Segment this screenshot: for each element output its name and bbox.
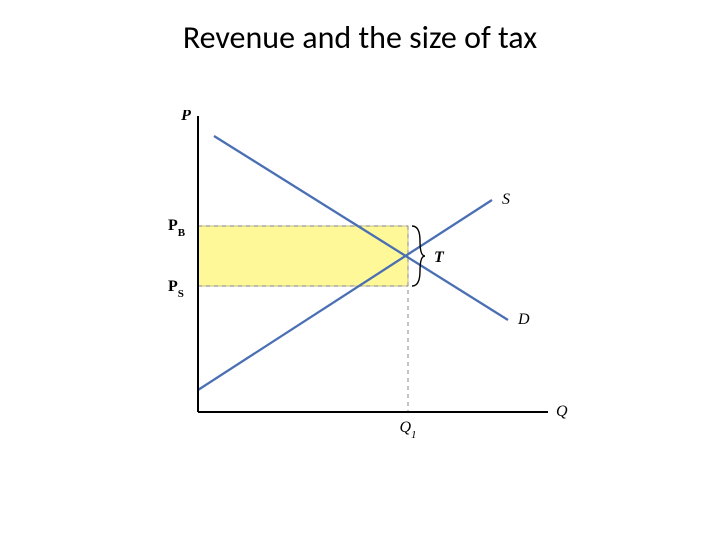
- label-q: Q: [556, 403, 568, 420]
- label-p: P: [180, 110, 191, 124]
- label-t: T: [434, 249, 445, 266]
- tax-revenue-rect: [198, 226, 408, 286]
- label-ps: PS: [168, 278, 184, 300]
- slide-title: Revenue and the size of tax: [0, 18, 720, 57]
- label-d: D: [517, 311, 530, 328]
- tax-brace: [412, 226, 425, 286]
- chart-container: P Q PB PS Q1 S D T: [152, 110, 572, 450]
- slide: Revenue and the size of tax P Q PB PS Q1 S D T: [0, 0, 720, 540]
- label-q1: Q1: [399, 419, 416, 441]
- label-s: S: [502, 191, 510, 208]
- tax-revenue-chart: P Q PB PS Q1 S D T: [152, 110, 572, 450]
- label-pb: PB: [168, 217, 186, 239]
